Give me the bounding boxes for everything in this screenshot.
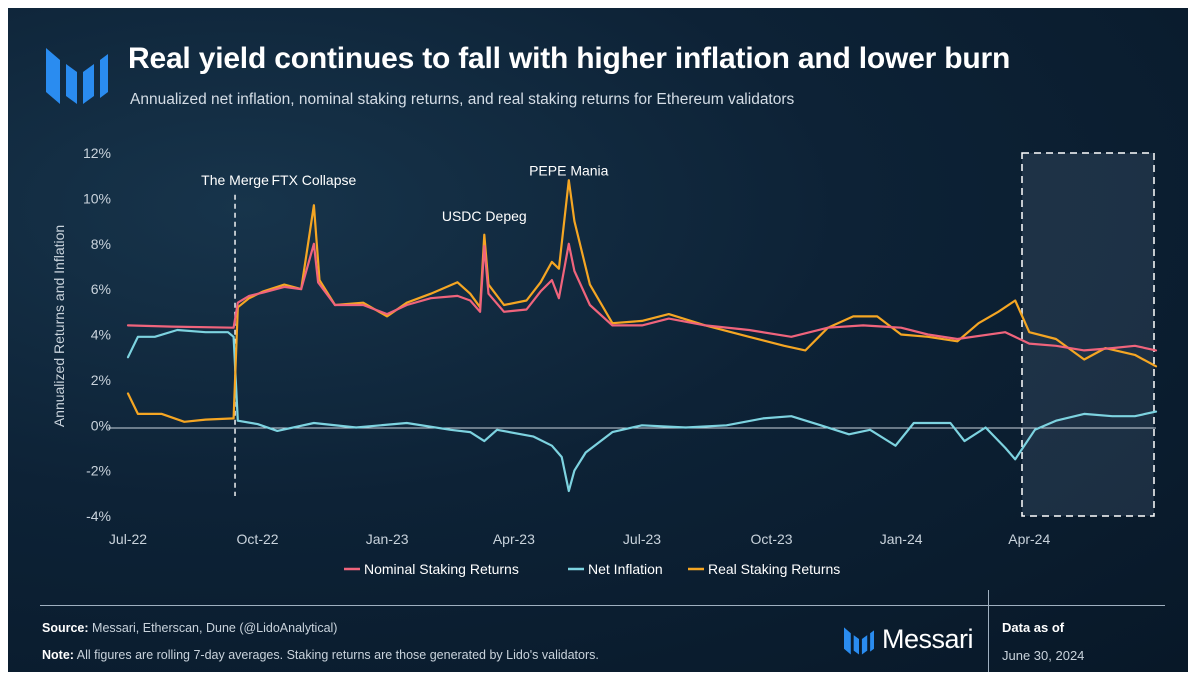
series-line-nominal (126, 242, 1158, 352)
x-tick-label: Jul-23 (623, 531, 661, 547)
legend-label: Net Inflation (588, 561, 663, 577)
source-note: Source: Messari, Etherscan, Dune (@LidoA… (42, 621, 338, 635)
brand-name: Messari (882, 624, 974, 654)
brand-logo: Messari (844, 624, 974, 655)
y-tick-label: 0% (91, 417, 111, 433)
series-line-net-inflation (126, 328, 1158, 493)
y-tick-label: 6% (91, 281, 111, 297)
event-annotation: FTX Collapse (271, 172, 356, 188)
y-axis-label: Annualized Returns and Inflation (51, 225, 67, 427)
footer-divider (40, 605, 1165, 606)
event-annotation: USDC Depeg (442, 208, 527, 224)
footnote: Note: All figures are rolling 7-day aver… (42, 648, 599, 662)
series-line-real (126, 179, 1158, 423)
x-tick-label: Oct-23 (751, 531, 793, 547)
x-tick-label: Jan-23 (366, 531, 409, 547)
footer-vertical-divider (988, 590, 989, 672)
y-tick-label: -4% (86, 508, 111, 524)
legend-label: Real Staking Returns (708, 561, 840, 577)
messari-logo-icon (844, 626, 874, 655)
messari-logo-icon (46, 48, 108, 104)
y-tick-label: 10% (83, 190, 111, 206)
y-tick-label: 4% (91, 327, 111, 343)
event-annotation: The Merge (201, 172, 269, 188)
data-as-of-date: June 30, 2024 (1002, 648, 1085, 663)
y-tick-label: 2% (91, 372, 111, 388)
y-tick-label: 12% (83, 145, 111, 161)
x-tick-label: Apr-24 (1008, 531, 1050, 547)
x-tick-label: Jul-22 (109, 531, 147, 547)
page-subtitle: Annualized net inflation, nominal stakin… (130, 91, 795, 108)
y-tick-label: -2% (86, 463, 111, 479)
highlight-region (1021, 152, 1155, 517)
x-tick-label: Jan-24 (880, 531, 923, 547)
page-title: Real yield continues to fall with higher… (128, 42, 1011, 75)
y-tick-label: 8% (91, 236, 111, 252)
chart-card: Real yield continues to fall with higher… (8, 8, 1188, 672)
line-chart: 12% 10% 8% 6% 4% 2% 0% -2% -4% Jul-22 Oct-22 Jan-2… (51, 145, 1158, 577)
event-annotation: PEPE Mania (529, 163, 609, 179)
x-tick-label: Apr-23 (493, 531, 535, 547)
x-tick-label: Oct-22 (237, 531, 279, 547)
data-as-of-label: Data as of (1002, 620, 1065, 635)
legend-label: Nominal Staking Returns (364, 561, 519, 577)
